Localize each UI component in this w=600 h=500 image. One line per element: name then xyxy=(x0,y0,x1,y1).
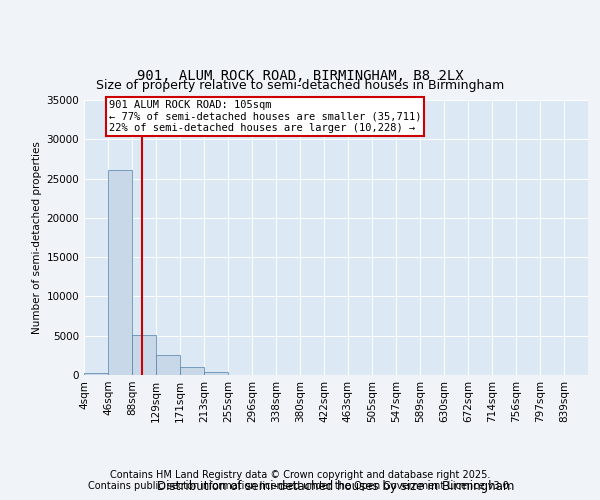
Text: 901, ALUM ROCK ROAD, BIRMINGHAM, B8 2LX: 901, ALUM ROCK ROAD, BIRMINGHAM, B8 2LX xyxy=(137,68,463,82)
Text: Contains HM Land Registry data © Crown copyright and database right 2025.: Contains HM Land Registry data © Crown c… xyxy=(110,470,490,480)
Text: 901 ALUM ROCK ROAD: 105sqm
← 77% of semi-detached houses are smaller (35,711)
22: 901 ALUM ROCK ROAD: 105sqm ← 77% of semi… xyxy=(109,100,421,133)
Bar xyxy=(84,372,108,375)
Bar xyxy=(108,170,132,375)
Bar xyxy=(180,367,204,375)
Text: Contains public sector information licensed under the Open Government Licence v3: Contains public sector information licen… xyxy=(88,481,512,491)
X-axis label: Distribution of semi-detached houses by size in Birmingham: Distribution of semi-detached houses by … xyxy=(157,480,515,494)
Bar xyxy=(132,335,157,375)
Bar xyxy=(204,372,228,375)
Y-axis label: Number of semi-detached properties: Number of semi-detached properties xyxy=(32,141,42,334)
Bar xyxy=(156,356,180,375)
Text: Size of property relative to semi-detached houses in Birmingham: Size of property relative to semi-detach… xyxy=(96,80,504,92)
